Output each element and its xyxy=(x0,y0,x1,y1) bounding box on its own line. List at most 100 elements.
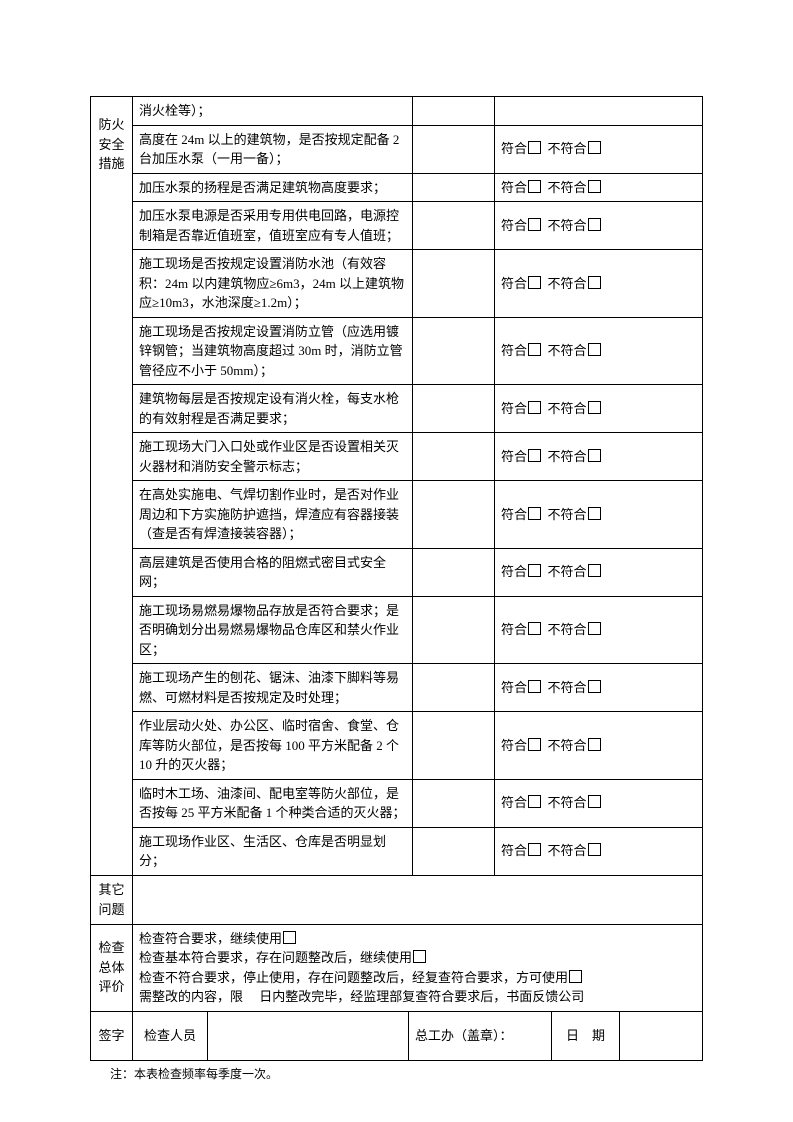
inspector-label: 检查人员 xyxy=(133,1012,208,1060)
checkbox-icon[interactable] xyxy=(588,564,601,577)
blank-cell xyxy=(413,385,495,433)
checkbox-icon[interactable] xyxy=(528,795,541,808)
result-yes-label: 符合 xyxy=(501,218,527,233)
other-row: 其它 问题 xyxy=(91,875,703,924)
eval-line: 需整改的内容，限 xyxy=(139,989,243,1004)
result-cell: 符合 不符合 xyxy=(495,250,703,318)
checkbox-icon[interactable] xyxy=(528,343,541,356)
checkbox-icon[interactable] xyxy=(588,401,601,414)
checkbox-icon[interactable] xyxy=(528,180,541,193)
item-text: 建筑物每层是否按规定设有消火栓，每支水枪的有效射程是否满足要求； xyxy=(133,385,413,433)
table-row: 在高处实施电、气焊切割作业时，是否对作业周边和下方实施防护遮挡，焊渣应有容器接装… xyxy=(91,481,703,549)
section-other: 其它 问题 xyxy=(91,875,133,924)
checkbox-icon[interactable] xyxy=(528,401,541,414)
table-row: 高层建筑是否使用合格的阻燃式密目式安全网； 符合 不符合 xyxy=(91,548,703,596)
result-yes-label: 符合 xyxy=(501,680,527,695)
checkbox-icon[interactable] xyxy=(528,276,541,289)
result-yes-label: 符合 xyxy=(501,276,527,291)
checkbox-icon[interactable] xyxy=(528,564,541,577)
result-no-label: 不符合 xyxy=(548,507,587,522)
checkbox-icon[interactable] xyxy=(528,843,541,856)
checkbox-icon[interactable] xyxy=(283,931,296,944)
checkbox-icon[interactable] xyxy=(569,970,582,983)
result-cell: 符合 不符合 xyxy=(495,317,703,385)
item-text: 施工现场产生的刨花、锯沫、油漆下脚料等易燃、可燃材料是否按规定及时处理； xyxy=(133,664,413,712)
section-sign: 签字 xyxy=(91,1011,133,1060)
checkbox-icon[interactable] xyxy=(528,449,541,462)
blank-cell xyxy=(413,712,495,780)
result-yes-label: 符合 xyxy=(501,180,527,195)
checkbox-icon[interactable] xyxy=(528,507,541,520)
checkbox-icon[interactable] xyxy=(588,680,601,693)
checkbox-icon[interactable] xyxy=(528,141,541,154)
blank-cell xyxy=(413,433,495,481)
blank-cell xyxy=(413,97,495,126)
date-label: 日 期 xyxy=(552,1012,620,1060)
result-no-label: 不符合 xyxy=(548,449,587,464)
checkbox-icon[interactable] xyxy=(588,738,601,751)
eval-line: 日内整改完毕，经监理部复查符合要求后，书面反馈公司 xyxy=(259,989,584,1004)
blank-cell xyxy=(413,481,495,549)
footnote: 注：本表检查频率每季度一次。 xyxy=(90,1065,703,1082)
checkbox-icon[interactable] xyxy=(528,622,541,635)
table-row: 施工现场易燃易爆物品存放是否符合要求；是否明确划分出易燃易爆物品仓库区和禁火作业… xyxy=(91,596,703,664)
item-text: 施工现场大门入口处或作业区是否设置相关灭火器材和消防安全警示标志； xyxy=(133,433,413,481)
result-cell: 符合 不符合 xyxy=(495,202,703,250)
date-field[interactable] xyxy=(620,1012,703,1060)
eval-line: 检查不符合要求，停止使用，存在问题整改后，经复查符合要求，方可使用 xyxy=(139,970,568,985)
result-yes-label: 符合 xyxy=(501,141,527,156)
office-label: 总工办（盖章）： xyxy=(409,1012,552,1060)
checkbox-icon[interactable] xyxy=(588,795,601,808)
checkbox-icon[interactable] xyxy=(588,276,601,289)
result-no-label: 不符合 xyxy=(548,276,587,291)
checkbox-icon[interactable] xyxy=(588,843,601,856)
table-row: 施工现场是否按规定设置消防水池（有效容积：24m 以内建筑物应≥6m3，24m … xyxy=(91,250,703,318)
signature-inner-table: 检查人员 总工办（盖章）： 日 期 xyxy=(133,1012,702,1060)
item-text: 高层建筑是否使用合格的阻燃式密目式安全网； xyxy=(133,548,413,596)
inspection-table: 防火 安全 措施 消火栓等）； 高度在 24m 以上的建筑物，是否按规定配备 2… xyxy=(90,96,703,1061)
result-no-label: 不符合 xyxy=(548,795,587,810)
result-cell: 符合 不符合 xyxy=(495,173,703,202)
inspector-field[interactable] xyxy=(208,1012,409,1060)
section-fire: 防火 安全 措施 xyxy=(91,97,133,876)
checkbox-icon[interactable] xyxy=(528,680,541,693)
item-text: 作业层动火处、办公区、临时宿舍、食堂、仓库等防火部位，是否按每 100 平方米配… xyxy=(133,712,413,780)
checkbox-icon[interactable] xyxy=(413,950,426,963)
checkbox-icon[interactable] xyxy=(588,141,601,154)
blank-cell xyxy=(413,173,495,202)
checkbox-icon[interactable] xyxy=(588,507,601,520)
eval-line: 检查基本符合要求，存在问题整改后，继续使用 xyxy=(139,950,412,965)
checkbox-icon[interactable] xyxy=(588,622,601,635)
blank-cell xyxy=(413,317,495,385)
result-yes-label: 符合 xyxy=(501,843,527,858)
blank-cell xyxy=(413,596,495,664)
result-no-label: 不符合 xyxy=(548,843,587,858)
section-eval: 检查 总体 评价 xyxy=(91,924,133,1011)
checkbox-icon[interactable] xyxy=(588,449,601,462)
other-content[interactable] xyxy=(133,875,703,924)
evaluation-row: 检查 总体 评价 检查符合要求，继续使用 检查基本符合要求，存在问题整改后，继续… xyxy=(91,924,703,1011)
table-row: 施工现场作业区、生活区、仓库是否明显划分； 符合 不符合 xyxy=(91,827,703,875)
item-text: 高度在 24m 以上的建筑物，是否按规定配备 2 台加压水泵（一用一备）； xyxy=(133,125,413,173)
result-cell: 符合 不符合 xyxy=(495,481,703,549)
blank-cell xyxy=(413,827,495,875)
item-text: 临时木工场、油漆间、配电室等防火部位，是否按每 25 平方米配备 1 个种类合适… xyxy=(133,779,413,827)
table-row: 高度在 24m 以上的建筑物，是否按规定配备 2 台加压水泵（一用一备）； 符合… xyxy=(91,125,703,173)
signature-row: 签字 检查人员 总工办（盖章）： 日 期 xyxy=(91,1011,703,1060)
result-no-label: 不符合 xyxy=(548,218,587,233)
result-no-label: 不符合 xyxy=(548,680,587,695)
table-row: 加压水泵的扬程是否满足建筑物高度要求； 符合 不符合 xyxy=(91,173,703,202)
checkbox-icon[interactable] xyxy=(528,738,541,751)
blank-cell xyxy=(495,97,703,126)
checkbox-icon[interactable] xyxy=(588,343,601,356)
blank-cell xyxy=(413,250,495,318)
result-cell: 符合 不符合 xyxy=(495,779,703,827)
checkbox-icon[interactable] xyxy=(588,180,601,193)
checkbox-icon[interactable] xyxy=(528,218,541,231)
checkbox-icon[interactable] xyxy=(588,218,601,231)
item-text: 消火栓等）； xyxy=(133,97,413,126)
item-text: 施工现场易燃易爆物品存放是否符合要求；是否明确划分出易燃易爆物品仓库区和禁火作业… xyxy=(133,596,413,664)
table-row: 施工现场产生的刨花、锯沫、油漆下脚料等易燃、可燃材料是否按规定及时处理； 符合 … xyxy=(91,664,703,712)
result-no-label: 不符合 xyxy=(548,564,587,579)
item-text: 加压水泵电源是否采用专用供电回路，电源控制箱是否靠近值班室，值班室应有专人值班； xyxy=(133,202,413,250)
